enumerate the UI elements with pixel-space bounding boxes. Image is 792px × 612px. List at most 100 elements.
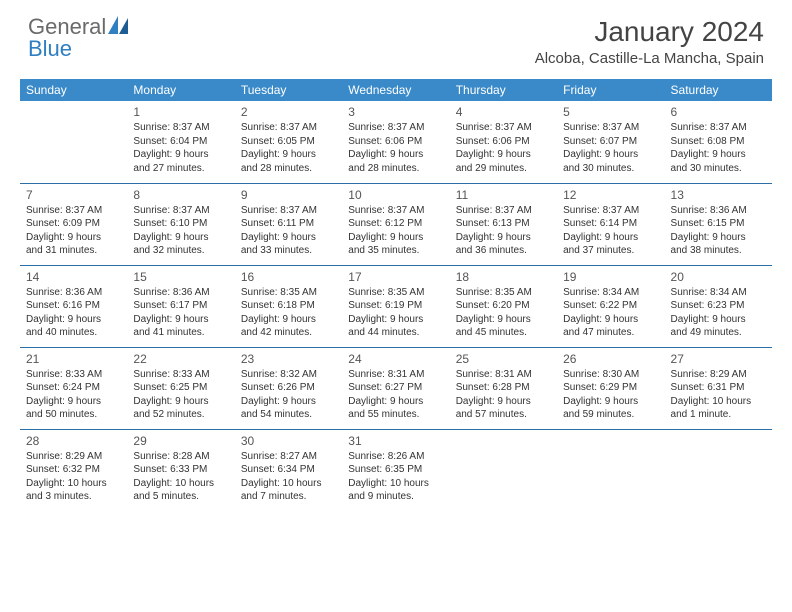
sunrise-text: Sunrise: 8:27 AM <box>241 450 336 464</box>
weekday-header: Wednesday <box>342 79 449 101</box>
day-number: 2 <box>241 104 336 120</box>
calendar-cell: 28Sunrise: 8:29 AMSunset: 6:32 PMDayligh… <box>20 429 127 511</box>
calendar-cell: 5Sunrise: 8:37 AMSunset: 6:07 PMDaylight… <box>557 101 664 183</box>
sunset-text: Sunset: 6:06 PM <box>348 135 443 149</box>
day-number: 18 <box>456 269 551 285</box>
calendar-cell: 12Sunrise: 8:37 AMSunset: 6:14 PMDayligh… <box>557 183 664 265</box>
day-number: 31 <box>348 433 443 449</box>
sunset-text: Sunset: 6:08 PM <box>671 135 766 149</box>
calendar-cell: 26Sunrise: 8:30 AMSunset: 6:29 PMDayligh… <box>557 347 664 429</box>
daylight-line1: Daylight: 9 hours <box>348 313 443 327</box>
calendar-cell <box>665 429 772 511</box>
daylight-line1: Daylight: 9 hours <box>348 148 443 162</box>
calendar-cell: 29Sunrise: 8:28 AMSunset: 6:33 PMDayligh… <box>127 429 234 511</box>
sunrise-text: Sunrise: 8:30 AM <box>563 368 658 382</box>
calendar-body: 1Sunrise: 8:37 AMSunset: 6:04 PMDaylight… <box>20 101 772 511</box>
day-number: 15 <box>133 269 228 285</box>
day-number: 17 <box>348 269 443 285</box>
sunset-text: Sunset: 6:33 PM <box>133 463 228 477</box>
calendar-row: 1Sunrise: 8:37 AMSunset: 6:04 PMDaylight… <box>20 101 772 183</box>
calendar-cell: 27Sunrise: 8:29 AMSunset: 6:31 PMDayligh… <box>665 347 772 429</box>
sunrise-text: Sunrise: 8:37 AM <box>348 204 443 218</box>
day-number: 13 <box>671 187 766 203</box>
daylight-line2: and 38 minutes. <box>671 244 766 258</box>
sunrise-text: Sunrise: 8:37 AM <box>241 121 336 135</box>
calendar-cell: 8Sunrise: 8:37 AMSunset: 6:10 PMDaylight… <box>127 183 234 265</box>
calendar-cell: 13Sunrise: 8:36 AMSunset: 6:15 PMDayligh… <box>665 183 772 265</box>
calendar-cell: 18Sunrise: 8:35 AMSunset: 6:20 PMDayligh… <box>450 265 557 347</box>
weekday-header: Tuesday <box>235 79 342 101</box>
calendar-cell: 9Sunrise: 8:37 AMSunset: 6:11 PMDaylight… <box>235 183 342 265</box>
calendar-cell: 2Sunrise: 8:37 AMSunset: 6:05 PMDaylight… <box>235 101 342 183</box>
daylight-line2: and 42 minutes. <box>241 326 336 340</box>
sail-icon <box>108 16 130 38</box>
daylight-line2: and 36 minutes. <box>456 244 551 258</box>
day-number: 20 <box>671 269 766 285</box>
calendar-cell: 14Sunrise: 8:36 AMSunset: 6:16 PMDayligh… <box>20 265 127 347</box>
sunrise-text: Sunrise: 8:29 AM <box>671 368 766 382</box>
sunset-text: Sunset: 6:07 PM <box>563 135 658 149</box>
sunset-text: Sunset: 6:25 PM <box>133 381 228 395</box>
calendar-row: 28Sunrise: 8:29 AMSunset: 6:32 PMDayligh… <box>20 429 772 511</box>
calendar-cell: 4Sunrise: 8:37 AMSunset: 6:06 PMDaylight… <box>450 101 557 183</box>
sunrise-text: Sunrise: 8:34 AM <box>563 286 658 300</box>
sunrise-text: Sunrise: 8:37 AM <box>348 121 443 135</box>
day-number: 22 <box>133 351 228 367</box>
daylight-line1: Daylight: 10 hours <box>671 395 766 409</box>
daylight-line2: and 7 minutes. <box>241 490 336 504</box>
sunrise-text: Sunrise: 8:36 AM <box>26 286 121 300</box>
daylight-line1: Daylight: 9 hours <box>348 395 443 409</box>
daylight-line2: and 1 minute. <box>671 408 766 422</box>
sunrise-text: Sunrise: 8:36 AM <box>133 286 228 300</box>
daylight-line1: Daylight: 9 hours <box>241 395 336 409</box>
sunrise-text: Sunrise: 8:28 AM <box>133 450 228 464</box>
sunrise-text: Sunrise: 8:35 AM <box>241 286 336 300</box>
daylight-line2: and 9 minutes. <box>348 490 443 504</box>
sunset-text: Sunset: 6:17 PM <box>133 299 228 313</box>
sunrise-text: Sunrise: 8:37 AM <box>456 121 551 135</box>
day-number: 29 <box>133 433 228 449</box>
daylight-line2: and 28 minutes. <box>241 162 336 176</box>
sunset-text: Sunset: 6:31 PM <box>671 381 766 395</box>
daylight-line2: and 28 minutes. <box>348 162 443 176</box>
daylight-line2: and 30 minutes. <box>563 162 658 176</box>
daylight-line1: Daylight: 9 hours <box>133 395 228 409</box>
daylight-line1: Daylight: 9 hours <box>133 231 228 245</box>
location-text: Alcoba, Castille-La Mancha, Spain <box>535 50 764 67</box>
daylight-line1: Daylight: 9 hours <box>563 231 658 245</box>
calendar-row: 7Sunrise: 8:37 AMSunset: 6:09 PMDaylight… <box>20 183 772 265</box>
calendar-row: 14Sunrise: 8:36 AMSunset: 6:16 PMDayligh… <box>20 265 772 347</box>
daylight-line2: and 29 minutes. <box>456 162 551 176</box>
day-number: 27 <box>671 351 766 367</box>
daylight-line2: and 41 minutes. <box>133 326 228 340</box>
sunrise-text: Sunrise: 8:37 AM <box>456 204 551 218</box>
daylight-line2: and 31 minutes. <box>26 244 121 258</box>
daylight-line2: and 52 minutes. <box>133 408 228 422</box>
day-number: 14 <box>26 269 121 285</box>
calendar-cell: 20Sunrise: 8:34 AMSunset: 6:23 PMDayligh… <box>665 265 772 347</box>
calendar-cell: 15Sunrise: 8:36 AMSunset: 6:17 PMDayligh… <box>127 265 234 347</box>
sunrise-text: Sunrise: 8:26 AM <box>348 450 443 464</box>
day-number: 3 <box>348 104 443 120</box>
day-number: 26 <box>563 351 658 367</box>
daylight-line2: and 30 minutes. <box>671 162 766 176</box>
daylight-line1: Daylight: 9 hours <box>563 395 658 409</box>
calendar-cell: 25Sunrise: 8:31 AMSunset: 6:28 PMDayligh… <box>450 347 557 429</box>
daylight-line1: Daylight: 9 hours <box>241 148 336 162</box>
daylight-line1: Daylight: 9 hours <box>241 231 336 245</box>
sunrise-text: Sunrise: 8:37 AM <box>563 204 658 218</box>
daylight-line2: and 40 minutes. <box>26 326 121 340</box>
day-number: 4 <box>456 104 551 120</box>
daylight-line1: Daylight: 9 hours <box>26 313 121 327</box>
day-number: 28 <box>26 433 121 449</box>
weekday-header: Sunday <box>20 79 127 101</box>
header: GeneralBlue January 2024 Alcoba, Castill… <box>0 0 792 71</box>
day-number: 1 <box>133 104 228 120</box>
daylight-line2: and 49 minutes. <box>671 326 766 340</box>
daylight-line1: Daylight: 9 hours <box>456 148 551 162</box>
sunset-text: Sunset: 6:05 PM <box>241 135 336 149</box>
daylight-line2: and 37 minutes. <box>563 244 658 258</box>
daylight-line2: and 3 minutes. <box>26 490 121 504</box>
day-number: 30 <box>241 433 336 449</box>
sunrise-text: Sunrise: 8:29 AM <box>26 450 121 464</box>
